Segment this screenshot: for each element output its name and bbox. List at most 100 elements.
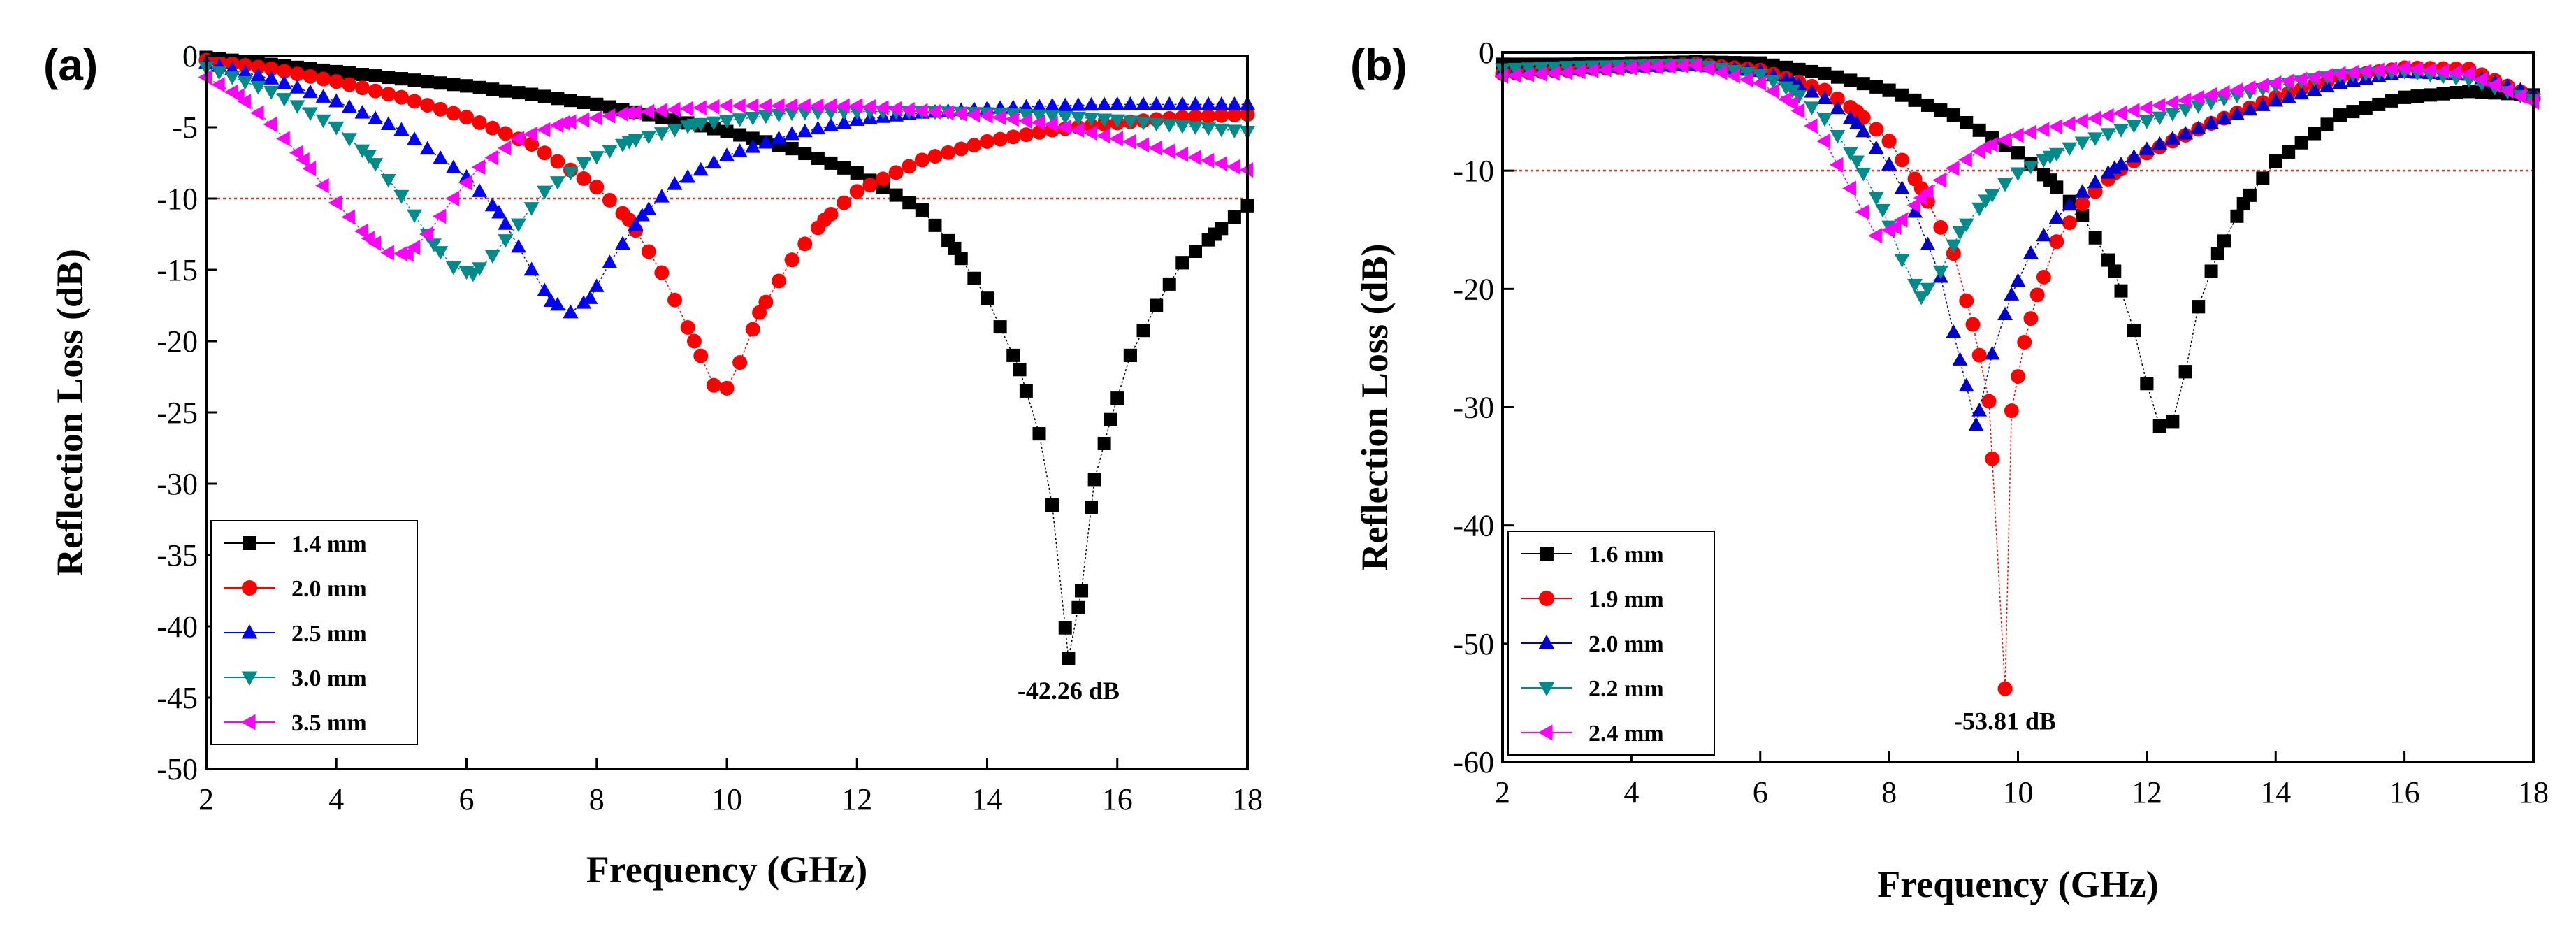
panel-b-legend-label: 2.2 mm [1589,676,1664,702]
panel-a-legend-label: 2.0 mm [291,576,367,602]
panel-a-series-2-5-mm-point [706,154,722,169]
panel-b-series-1-6-mm-point [2475,85,2489,99]
panel-b-series-1-6-mm-point [1908,93,1922,107]
panel-b-series-1-6-mm-point [2359,101,2373,115]
panel-a-series-1-4-mm-point [356,68,369,82]
panel-b-series-2-2-mm-point [1946,239,1962,254]
panel-a-series-1-4-mm-point [1104,412,1117,426]
panel-b-x-tick-label: 4 [1623,775,1639,809]
panel-b-series-1-6-mm-point [2462,85,2476,99]
panel-a-series-3-0-mm-point [237,76,253,90]
panel-a-series-1-4-mm-point [1175,256,1189,270]
panel-a-series-3-5-mm-point [966,107,980,123]
panel-a-series-1-4-mm-point [902,196,916,210]
panel-b-series-2-2-mm-point [2126,120,2142,134]
panel-a-series-2-0-mm-point [862,178,878,193]
panel-a-series-3-5-mm-point [927,104,941,120]
panel-a-y-tick-label: -10 [157,182,198,216]
panel-b-series-2-2-mm-point [1913,291,1930,305]
panel-a-series-3-5-mm-point [231,88,245,104]
panel-a-series-1-4-mm-point [498,84,512,98]
panel-a-series-2-5-mm-point [836,115,852,129]
panel-b-series-2-4-mm-point [1906,197,1921,213]
panel-a-series-3-5-mm-point [901,102,915,118]
panel-a-series-2-0-mm-point [433,101,448,117]
panel-a-series-2-5-mm-point [276,75,292,89]
panel-a-series-2-5-mm-point [354,105,370,119]
panel-b-series-1-6-mm-point [2385,94,2398,108]
panel-a-series-2-0-mm-point [797,236,813,252]
panel-a-series-3-5-mm-point [1187,150,1201,166]
panel-a-series-3-0-mm-point [706,116,722,131]
panel-b-series-1-6-mm-point [1882,83,1896,97]
panel-a-series-3-5-mm-point [640,103,655,120]
panel-a-series-3-5-mm-point [601,108,616,124]
panel-a-series-2-5-mm-point [237,64,253,78]
panel-a-series-3-0-mm-point [250,80,266,95]
panel-b-series-2-4-mm-point [2048,119,2062,135]
panel-b-series-2-0-mm-point [2204,115,2219,129]
panel-b-series-2-2-mm-point [1546,61,1562,75]
panel-a-x-tick-label: 2 [198,782,214,816]
panel-a-series-1-4-mm-point [993,320,1007,334]
panel-a-series-1-4-mm-point [551,92,565,106]
panel-a-series-2-5-mm-point [407,131,422,145]
panel-b-series-2-4-mm-point [2293,71,2308,87]
panel-a-series-1-4-mm-point [928,218,942,232]
panel-b-series-2-4-mm-point [2229,82,2243,99]
panel-a-series-1-4-mm-point [1032,427,1046,441]
panel-b-series-2-4-mm-point [2396,60,2410,75]
panel-b-series-2-2-mm-point [1997,178,2013,192]
panel-a-series-3-0-mm-point [315,114,331,129]
panel-a-series-2-5-mm-point [635,208,650,222]
panel-a-series-2-5-mm-point [693,161,709,176]
panel-a-y-tick-label: -15 [157,253,198,287]
panel-a-series-2-5-mm-point [1162,96,1178,110]
panel-a-legend-marker [241,671,258,686]
panel-a-series-2-0-mm-point [472,115,487,130]
panel-b-series-2-4-mm-point [2461,66,2475,82]
panel-a-series-2-0-mm-point [407,94,422,109]
panel-b-series-2-4-mm-line [1502,64,2534,237]
panel-a-series-3-5-mm-point [341,209,355,225]
panel-b-series-2-4-mm-point [2306,69,2320,85]
panel-a-series-3-5-mm-point [992,110,1006,126]
panel-a-series-2-0-mm-point [251,59,266,75]
panel-b-series-1-9-mm-point [1971,347,1987,363]
panel-a-series-2-0-mm-point [576,171,591,186]
panel-a-series-2-5-mm-point [582,290,598,304]
panel-a-series-2-5-mm-point [667,176,683,190]
panel-b-series-2-4-mm-point [1546,65,1560,81]
panel-b-series-2-2-mm-point [2152,111,2168,126]
panel-a-series-3-5-mm-point [484,150,498,166]
panel-a-series-2-5-mm-point [549,296,565,311]
panel-b-x-tick-label: 10 [2003,775,2034,809]
panel-a-label: (a) [43,40,98,90]
panel-a-series-1-4-mm-point [889,188,903,202]
panel-b-series-1-6-mm-point [2140,377,2154,391]
panel-a-series-2-0-mm-point [992,131,1008,147]
panel-b-series-2-0-mm-point [1997,306,2013,321]
panel-a-series-3-5-mm-point [1018,113,1032,129]
panel-a-series-2-0-mm-point [849,184,864,199]
panel-a-y-tick-label: -50 [157,752,198,786]
panel-b-y-axis-title: Reflection Loss (dB) [1354,244,1396,571]
panel-a-series-2-5-mm-point [341,99,357,113]
panel-b-series-2-4-mm-point [1978,139,1992,155]
panel-a-series-2-0-mm-point [550,154,565,169]
panel-a-series-2-0-mm-point [967,138,982,153]
panel-b-series-2-0-mm-point [2280,89,2296,103]
panel-b-series-2-4-mm-point [2087,110,2101,127]
panel-b-series-1-6-mm-point [2333,108,2347,122]
panel-b-series-2-4-mm-point [1804,118,1818,134]
panel-b-series-2-0-mm-point [1881,157,1897,171]
panel-b-series-2-0-mm-point [2106,160,2122,174]
panel-b-series-2-2-mm-point [1830,130,1846,144]
panel-a-series-3-5-mm-point [667,101,681,117]
panel-a-series-3-0-mm-point [563,166,579,180]
panel-b-series-2-4-mm-point [1688,57,1702,73]
panel-a-series-3-5-mm-point [679,101,694,117]
panel-a-series-3-5-mm-point [1109,131,1123,147]
panel-b-series-2-2-mm-point [2074,136,2090,150]
